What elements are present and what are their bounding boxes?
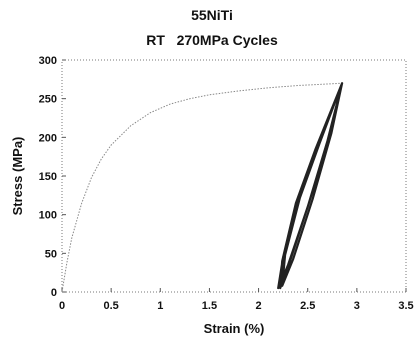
- x-tick-label: 0.5: [103, 300, 118, 312]
- x-tick-label: 3: [354, 300, 360, 312]
- y-tick-label: 100: [39, 210, 57, 222]
- y-axis-ticks: 0 50 100 150 200 250 300: [39, 55, 66, 299]
- y-tick-label: 150: [39, 171, 57, 183]
- y-tick-label: 0: [51, 287, 57, 299]
- x-tick-label: 1.5: [202, 300, 217, 312]
- x-axis-ticks: 0 0.5 1 1.5 2 2.5 3 3.5: [59, 288, 414, 312]
- chart-title: 55NiTi: [191, 7, 233, 23]
- x-axis-label: Strain (%): [204, 321, 265, 336]
- plot-frame: [61, 59, 407, 293]
- series-cyclic-loops: [277, 82, 344, 290]
- y-tick-label: 200: [39, 132, 57, 144]
- y-tick-label: 250: [39, 94, 57, 106]
- series-initial-loading: [61, 82, 343, 293]
- x-tick-label: 2.5: [300, 300, 315, 312]
- series-layer: [61, 82, 344, 293]
- y-axis-label: Stress (MPa): [10, 137, 25, 216]
- y-tick-label: 50: [45, 248, 57, 260]
- x-tick-label: 2: [256, 300, 262, 312]
- y-tick-label: 300: [39, 55, 57, 67]
- x-tick-label: 1: [157, 300, 163, 312]
- x-tick-label: 0: [59, 300, 65, 312]
- chart-subtitle: RT 270MPa Cycles: [146, 32, 278, 48]
- x-tick-label: 3.5: [398, 300, 413, 312]
